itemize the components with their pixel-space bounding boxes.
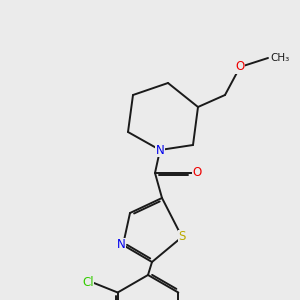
Text: O: O: [192, 167, 202, 179]
Text: S: S: [178, 230, 186, 244]
Text: CH₃: CH₃: [270, 53, 289, 63]
Text: O: O: [236, 61, 244, 74]
Text: N: N: [117, 238, 125, 251]
Text: N: N: [156, 143, 164, 157]
Text: Cl: Cl: [82, 276, 94, 289]
